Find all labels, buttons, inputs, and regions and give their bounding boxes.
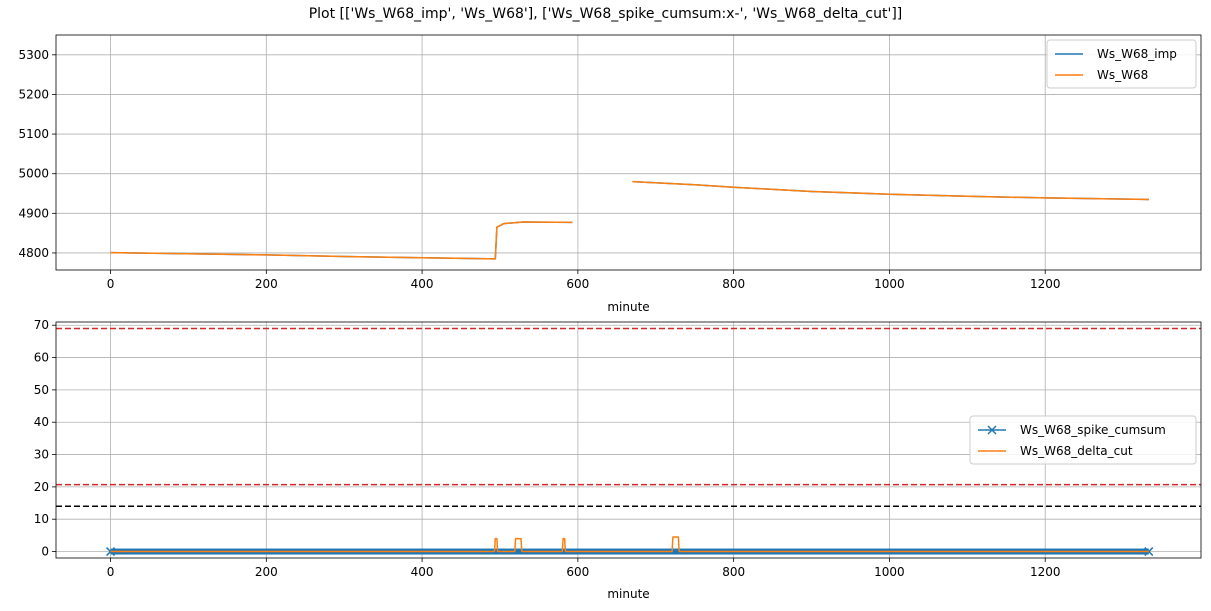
axes-frame <box>55 34 1202 271</box>
x-tick-label: 600 <box>566 565 589 579</box>
y-tick-label: 5300 <box>18 48 49 62</box>
data-area <box>110 180 1149 260</box>
legend-box <box>969 415 1197 465</box>
y-tick-label: 5000 <box>18 167 49 181</box>
legend-label: Ws_W68_imp <box>1097 47 1177 61</box>
x-tick-label: 200 <box>255 277 278 291</box>
y-tick-label: 40 <box>34 415 49 429</box>
x-tick-label: 0 <box>107 565 115 579</box>
legend: Ws_W68_imp Ws_W68 <box>1046 39 1197 89</box>
y-tick-label: 0 <box>41 545 49 559</box>
x-tick-label: 0 <box>107 277 115 291</box>
y-tick-label: 10 <box>34 512 49 526</box>
x-tick-label: 600 <box>566 277 589 291</box>
x-axis-label: minute <box>607 587 649 601</box>
x-tick-label: 800 <box>722 277 745 291</box>
legend-label: Ws_W68_spike_cumsum <box>1020 423 1166 437</box>
plot-panel-1: 0 200 400 600 800 1000 1200 4800 4900 5000 5100 520… <box>18 34 1202 314</box>
y-tick-label: 5200 <box>18 87 49 101</box>
x-tick-label: 1000 <box>874 565 905 579</box>
series-marker <box>1144 547 1154 557</box>
legend-label: Ws_W68 <box>1097 68 1148 82</box>
series-line <box>110 221 573 260</box>
x-tick-label: 400 <box>411 565 434 579</box>
legend: Ws_W68_spike_cumsum Ws_W68_delta_cut <box>969 415 1197 465</box>
y-tick-label: 30 <box>34 448 49 462</box>
y-tick-label: 50 <box>34 383 49 397</box>
series-line <box>110 536 1149 553</box>
x-tick-label: 800 <box>722 565 745 579</box>
figure-title: Plot [['Ws_W68_imp', 'Ws_W68'], ['Ws_W68… <box>308 6 903 22</box>
y-tick-label: 70 <box>34 318 49 332</box>
y-tick-label: 60 <box>34 351 49 365</box>
legend-marker <box>987 425 997 435</box>
x-tick-label: 1200 <box>1030 277 1061 291</box>
data-area <box>56 327 1201 557</box>
y-tick-label: 4800 <box>18 246 49 260</box>
legend-label: Ws_W68_delta_cut <box>1020 444 1133 458</box>
axes-frame <box>55 321 1202 559</box>
plot-panel-2: 0 200 400 600 800 1000 1200 0 10 20 30 40 50 60 70 minu… <box>34 318 1202 601</box>
y-tick-label: 5100 <box>18 127 49 141</box>
legend-box <box>1046 39 1197 89</box>
x-axis-label: minute <box>607 300 649 314</box>
x-tick-label: 200 <box>255 565 278 579</box>
x-tick-label: 1000 <box>874 277 905 291</box>
series-line <box>632 180 1149 201</box>
y-tick-label: 4900 <box>18 206 49 220</box>
series-line <box>632 180 1149 201</box>
x-tick-label: 1200 <box>1030 565 1061 579</box>
y-tick-label: 20 <box>34 480 49 494</box>
x-tick-label: 400 <box>411 277 434 291</box>
